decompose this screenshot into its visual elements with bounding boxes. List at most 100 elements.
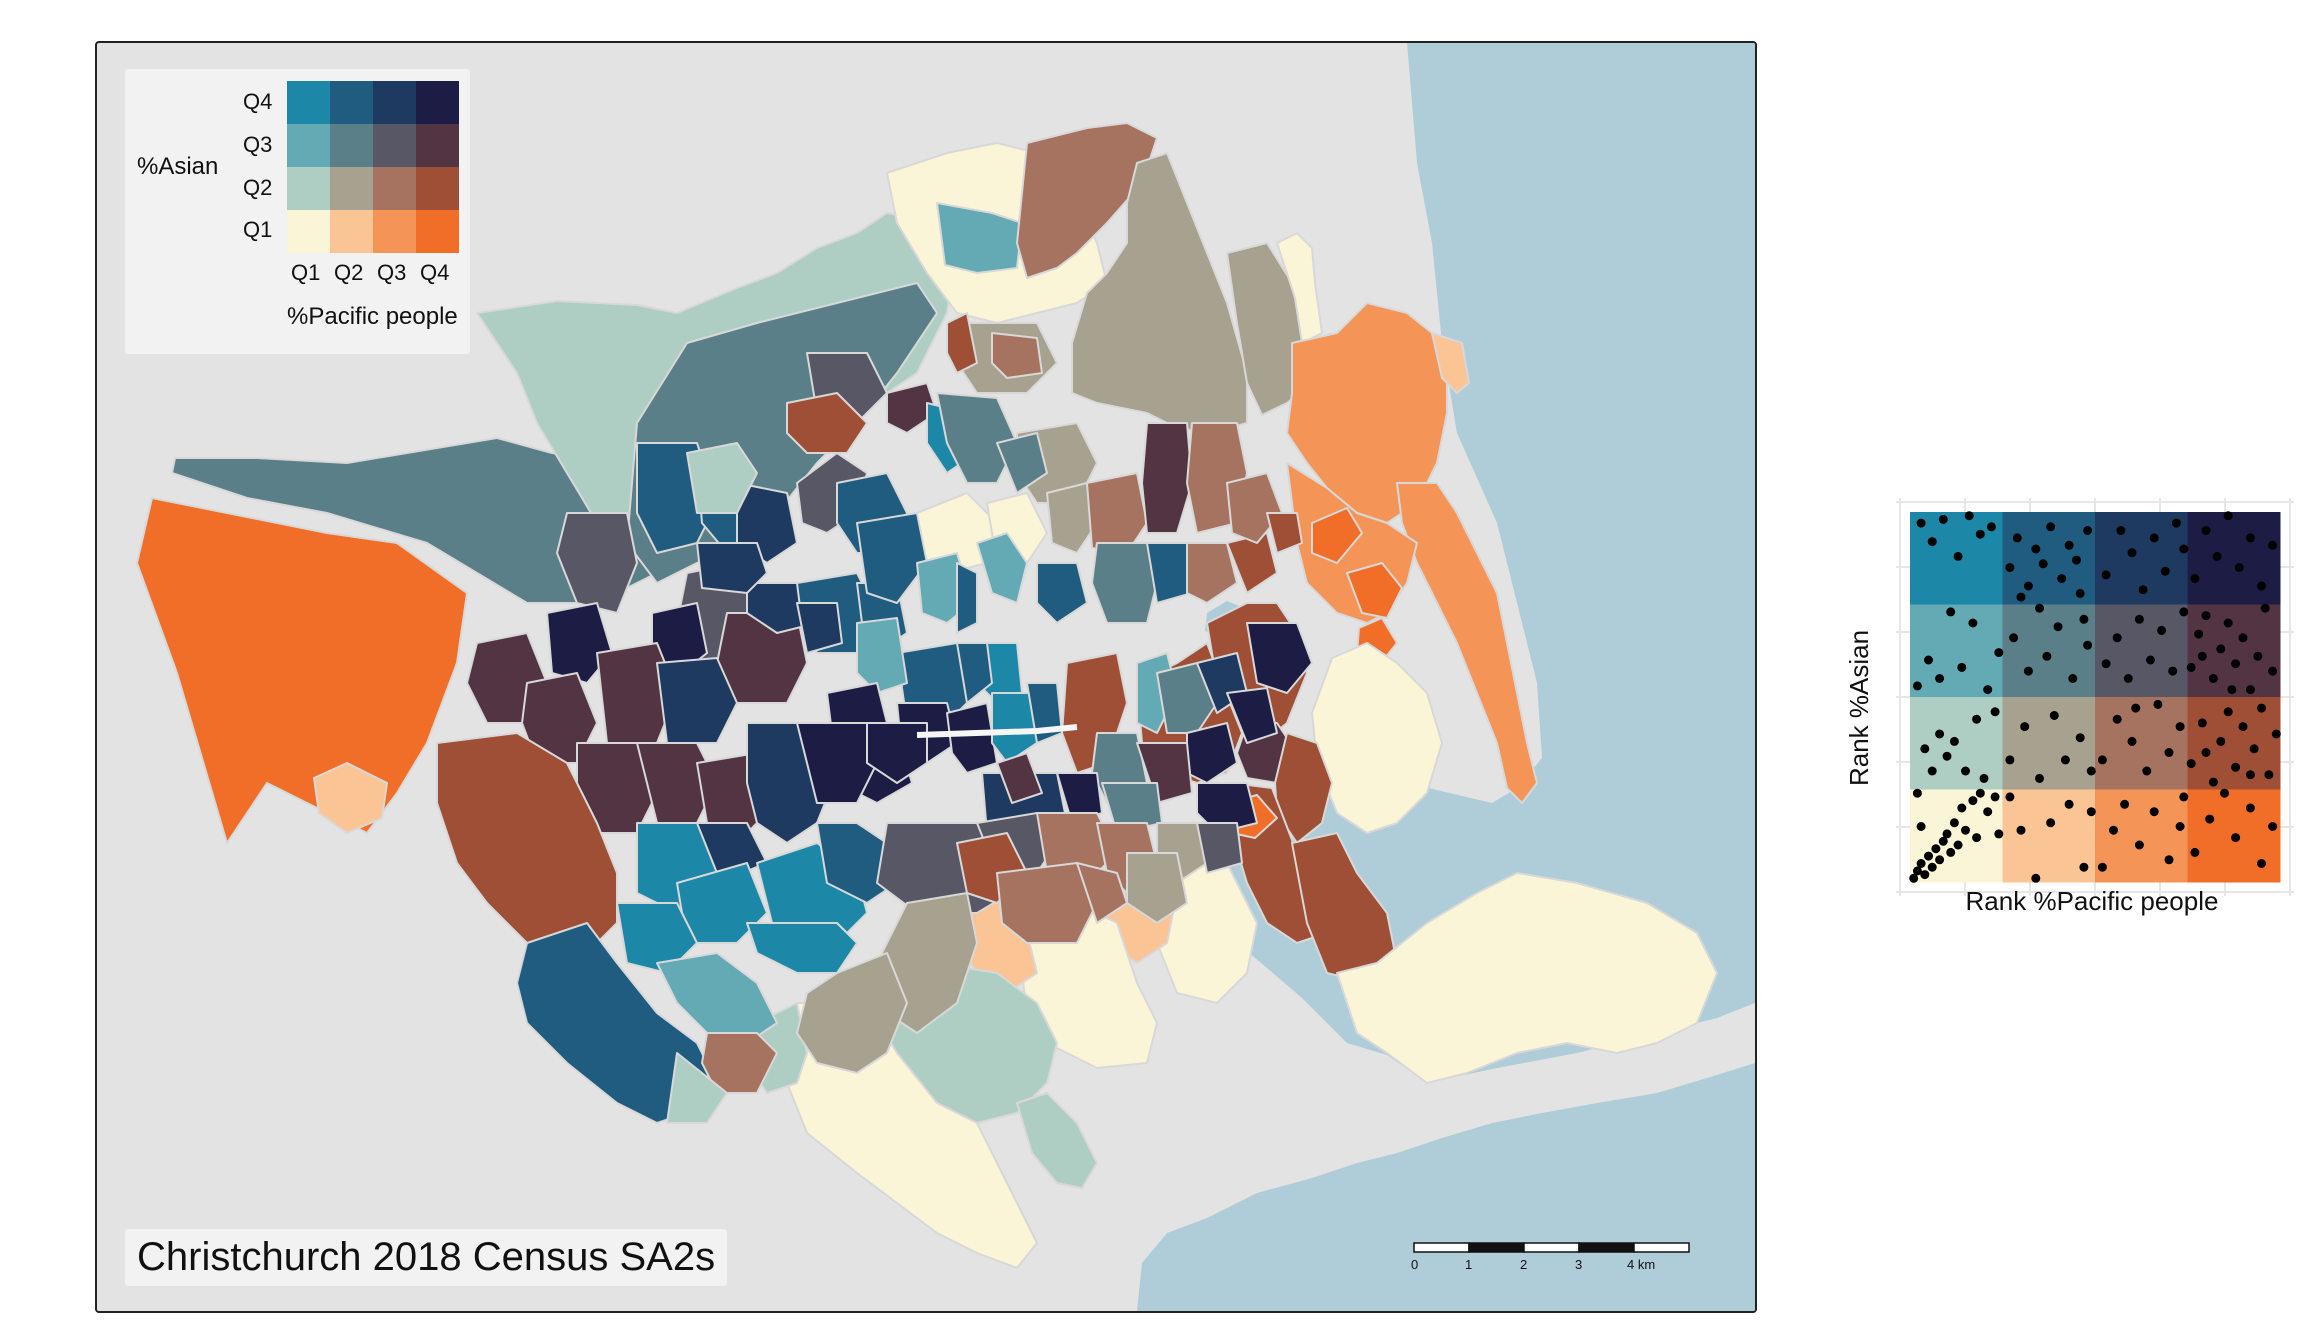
scatter-point [1916,859,1926,868]
sa2-area[interactable] [1046,482,1098,554]
sa2-area[interactable] [1186,722,1238,784]
sa2-area[interactable] [1346,562,1403,619]
legend-color-grid [287,81,459,253]
sa2-area[interactable] [1246,622,1313,694]
scatter-point [1949,736,1959,746]
sa2-area[interactable] [796,722,878,804]
scatter-point [2060,755,2070,765]
scatter-point [1972,714,1982,724]
sa2-area[interactable] [1336,872,1718,1084]
scatter-point [2005,563,2015,572]
scatter-point [1927,862,1937,872]
scatter-point [2160,566,2170,576]
sa2-area[interactable] [886,382,938,434]
sa2-area[interactable] [996,752,1043,804]
scale-bar: 0 1 2 3 4 km [1411,1241,1703,1272]
scatter-point [2212,551,2222,561]
sa2-area[interactable] [866,722,928,784]
sa2-area[interactable] [1196,822,1243,874]
scatter-point [1938,514,1948,524]
scatter-point [1942,751,1952,761]
sa2-area[interactable] [976,532,1028,604]
sa2-area[interactable] [1076,862,1128,924]
scatter-point [2271,729,2281,739]
legend-y-tick-q3: Q3 [243,132,273,157]
sa2-area[interactable] [991,332,1043,379]
scatter-point [1924,655,1933,665]
sa2-area[interactable] [1036,562,1088,624]
legend-cell [330,167,373,210]
sa2-area[interactable] [1086,472,1148,554]
scatter-point [1961,825,1970,835]
sa2-area[interactable] [996,432,1048,494]
sa2-area[interactable] [946,702,998,774]
sa2-area[interactable] [1226,472,1283,544]
sa2-area[interactable] [1156,662,1218,734]
sa2-area[interactable] [956,562,978,634]
sa2-area[interactable] [666,1052,728,1124]
scatter-point [2223,511,2233,521]
scatter-point [2149,807,2159,817]
scatter-background-cell [1910,604,2003,698]
sa2-area[interactable] [796,952,908,1074]
scatter-point [1946,607,1956,617]
scatter-point [2260,603,2270,613]
sa2-area[interactable] [701,1032,778,1094]
scatter-point [2245,533,2255,543]
sa2-area[interactable] [936,202,1023,274]
sa2-area[interactable] [136,497,468,844]
legend-x-tick-q2: Q2 [334,260,364,285]
sa2-area[interactable] [1126,852,1188,924]
sa2-area[interactable] [656,657,738,744]
sa2-area[interactable] [1431,332,1470,394]
scatter-point [2186,759,2196,769]
map-canvas[interactable] [97,43,1755,1311]
sa2-area[interactable] [1016,1092,1098,1189]
sa2-area[interactable] [1186,542,1238,604]
sa2-area[interactable] [946,312,978,374]
scatter-point [2053,622,2063,632]
sa2-area[interactable] [686,442,758,514]
sa2-area[interactable] [1266,512,1303,554]
sa2-area[interactable] [786,392,868,454]
harbour-water [1137,1063,1755,1311]
scatter-point [2245,803,2255,813]
scatter-background-cell [1910,789,2003,883]
sa2-area[interactable] [1016,122,1158,279]
sa2-area[interactable] [556,512,638,614]
sa2-area[interactable] [856,617,908,694]
sa2-area[interactable] [1226,687,1278,744]
sa2-area[interactable] [313,762,388,834]
scatter-point [2046,522,2056,532]
scatter-point [2201,611,2211,621]
sa2-area[interactable] [696,542,768,594]
scatter-point [2205,814,2215,824]
scatter-point [2223,618,2233,628]
sa2-area[interactable] [1396,482,1538,804]
scatter-point [2064,799,2074,809]
scale-label-3: 3 [1575,1257,1583,1272]
sa2-area[interactable] [1141,422,1193,534]
sa2-area[interactable] [796,602,843,654]
sa2-area[interactable] [746,922,858,974]
scatter-point [1972,833,1982,843]
scatter-point [2031,873,2041,883]
scatter-point [2257,581,2266,591]
map-panel[interactable]: %Asian Q4 Q3 Q2 Q1 Q1 Q2 Q3 Q4 %Pacific … [95,41,1757,1313]
sa2-area[interactable] [856,512,928,604]
scatter-point [1935,729,1945,739]
sa2-area[interactable] [936,392,1018,484]
scatter-point [2035,773,2044,783]
scatter-point [2238,633,2248,643]
legend-cell [330,124,373,167]
sa2-area[interactable] [1091,542,1158,624]
sa2-area[interactable] [1274,732,1333,844]
scatter-point [2086,766,2096,776]
scatter-point [2020,722,2030,732]
sa2-area[interactable] [1276,232,1323,344]
sa2-area[interactable] [656,952,778,1044]
sa2-area[interactable] [1071,152,1248,434]
sa2-area[interactable] [1311,507,1363,564]
sa2-area[interactable] [1056,772,1103,824]
scatter-point [2234,563,2244,572]
